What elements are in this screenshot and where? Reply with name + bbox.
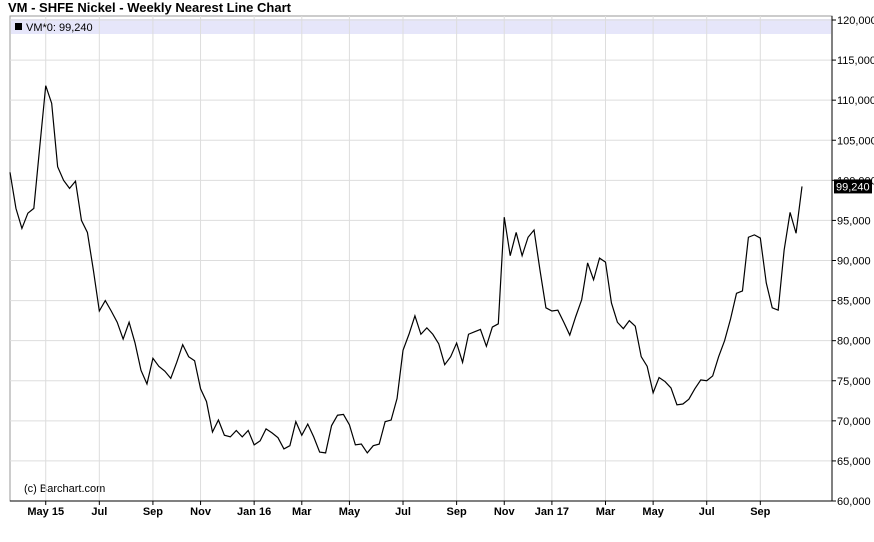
x-tick-label: May 15 <box>27 506 64 518</box>
y-tick-label: 70,000 <box>837 416 871 428</box>
y-tick-label: 115,000 <box>837 55 874 67</box>
x-tick-label: Jul <box>91 506 107 518</box>
price-line <box>9 85 803 454</box>
x-tick-label: May <box>339 506 361 518</box>
last-value-label: 99,240 <box>836 181 870 193</box>
x-tick-label: Mar <box>596 506 616 518</box>
last-value-box <box>834 179 872 194</box>
x-tick-label: Sep <box>143 506 163 518</box>
y-tick-label: 60,000 <box>837 496 871 508</box>
y-tick-label: 75,000 <box>837 376 871 388</box>
x-tick-label: Sep <box>750 506 770 518</box>
y-tick-label: 90,000 <box>837 256 871 268</box>
x-tick-label: Mar <box>292 506 312 518</box>
y-tick-label: 65,000 <box>837 456 871 468</box>
chart-title: VM - SHFE Nickel - Weekly Nearest Line C… <box>8 0 292 15</box>
y-tick-label: 110,000 <box>837 95 874 107</box>
x-tick-label: May <box>642 506 664 518</box>
plot-frame <box>9 15 833 502</box>
x-tick-label: Nov <box>190 506 212 518</box>
x-tick-label: Jan 17 <box>535 506 569 518</box>
legend-band <box>11 19 831 34</box>
x-tick-label: Jul <box>699 506 715 518</box>
y-tick-label: 120,000 <box>837 15 874 27</box>
legend-label: VM*0: 99,240 <box>26 22 93 34</box>
y-tick-label: 95,000 <box>837 215 871 227</box>
watermark: (c) Barchart.com <box>24 483 105 495</box>
x-tick-label: Sep <box>447 506 467 518</box>
x-tick-label: Nov <box>494 506 516 518</box>
y-tick-label: 105,000 <box>837 135 874 147</box>
y-tick-label: 80,000 <box>837 336 871 348</box>
x-tick-label: Jul <box>395 506 411 518</box>
legend-swatch <box>15 23 22 30</box>
x-tick-label: Jan 16 <box>237 506 271 518</box>
y-tick-label: 85,000 <box>837 296 871 308</box>
